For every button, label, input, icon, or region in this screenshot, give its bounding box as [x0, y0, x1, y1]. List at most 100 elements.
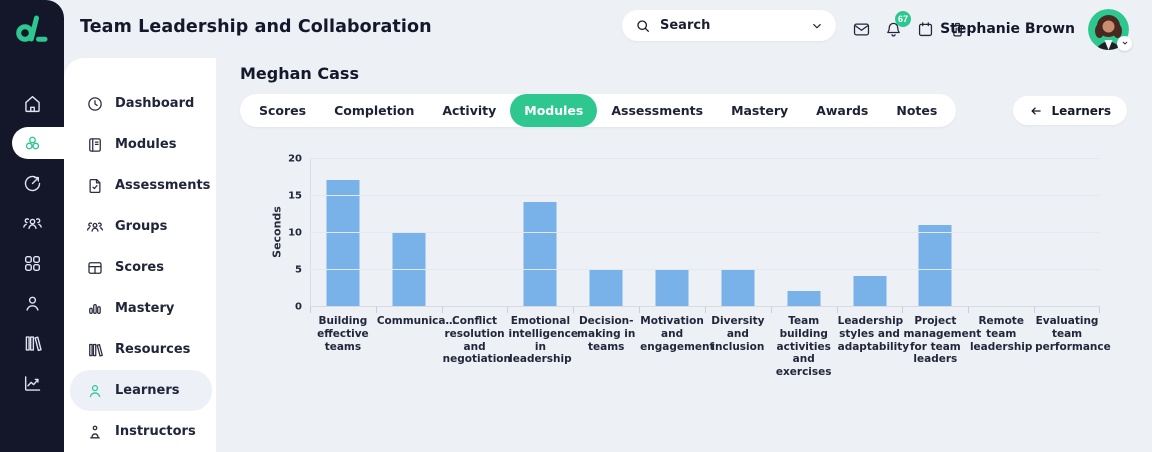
bar: [589, 269, 623, 306]
analytics-icon: [24, 375, 40, 391]
gridline: [310, 269, 1100, 270]
page-title: Team Leadership and Collaboration: [80, 17, 432, 37]
sidebar-item-groups[interactable]: Groups: [64, 206, 216, 247]
plot-area: Building effective teams Communica… Confli…: [310, 158, 1111, 378]
sidebar-item-label: Instructors: [115, 424, 196, 439]
back-to-learners-button[interactable]: Learners: [1013, 96, 1127, 125]
sidebar-item-scores[interactable]: Scores: [64, 247, 216, 288]
x-axis-tick: [836, 306, 838, 313]
tab-awards[interactable]: Awards: [802, 94, 882, 127]
sidebar-item-label: Assessments: [115, 178, 211, 193]
tab-completion[interactable]: Completion: [320, 94, 428, 127]
sidebar-item-label: Learners: [115, 383, 180, 398]
user-menu[interactable]: Stephanie Brown: [940, 0, 1132, 58]
gridline: [310, 232, 1100, 233]
sidebar-item-label: Dashboard: [115, 96, 195, 111]
search-input[interactable]: [660, 18, 810, 33]
sidebar-menu: Dashboard Modules Assessments Groups Scores M…: [64, 58, 216, 452]
sidebar-item-dashboard[interactable]: Dashboard: [64, 83, 216, 124]
x-axis-tick: [968, 306, 970, 313]
y-tick-label: 15: [288, 190, 302, 201]
category-label: Project management for team leaders: [903, 315, 982, 366]
x-axis-tick: [902, 306, 904, 313]
tab-assessments[interactable]: Assessments: [597, 94, 717, 127]
calendar-icon: [918, 21, 932, 36]
book-icon: [89, 137, 101, 152]
search-bar[interactable]: [622, 10, 836, 41]
x-axis-tick: [507, 306, 509, 313]
user-icon: [25, 296, 39, 311]
back-button-label: Learners: [1051, 103, 1111, 118]
x-axis-tick: [1098, 306, 1100, 313]
bar-column: Emotional intelligence in leadership: [507, 158, 578, 365]
bar-column: Decision-making in teams: [573, 158, 639, 353]
tab-modules[interactable]: Modules: [510, 94, 598, 127]
sidebar-item-modules[interactable]: Modules: [64, 124, 216, 165]
sidebar-item-learners[interactable]: Learners: [70, 370, 212, 411]
category-label: Diversity and inclusion: [711, 315, 765, 353]
user-chevron-down-icon[interactable]: [1117, 35, 1132, 51]
main-content: Meghan Cass Scores Completion Activity Modu…: [216, 58, 1152, 452]
rail-nav: [0, 83, 64, 403]
sidebar-item-label: Scores: [115, 260, 164, 275]
x-axis-tick: [441, 306, 443, 313]
tab-mastery[interactable]: Mastery: [717, 94, 802, 127]
x-axis-tick: [704, 306, 706, 313]
library-icon: [25, 335, 42, 351]
bar-column: Building effective teams: [310, 158, 376, 353]
category-label: Conflict resolution and negotiation: [442, 315, 511, 366]
bar-column: Diversity and inclusion: [704, 158, 771, 353]
category-label: Leadership styles and adaptability: [837, 315, 910, 353]
sidebar-item-assessments[interactable]: Assessments: [64, 165, 216, 206]
calendar-button[interactable]: [914, 15, 936, 43]
category-label: Team building activities and exercises: [775, 315, 832, 379]
rail-item-performance[interactable]: [0, 163, 64, 203]
sidebar-item-mastery[interactable]: Mastery: [64, 288, 216, 329]
category-label: Communica…: [376, 315, 456, 327]
bar-column: Leadership styles and adaptability: [836, 158, 909, 353]
rail-item-library[interactable]: [0, 323, 64, 363]
avatar[interactable]: [1088, 8, 1132, 51]
bar: [853, 276, 887, 306]
bar: [655, 269, 689, 306]
notifications-button[interactable]: 67: [882, 11, 911, 43]
chevron-down-icon: [813, 23, 821, 28]
tab-notes[interactable]: Notes: [882, 94, 951, 127]
bar-column: Project management for team leaders: [902, 158, 981, 365]
mail-button[interactable]: [850, 15, 872, 43]
header: Team Leadership and Collaboration 67 Ste…: [64, 0, 1152, 58]
header-icon-group: 67: [850, 11, 968, 43]
gridline: [310, 158, 1100, 159]
category-label: Evaluating team performance: [1035, 315, 1111, 353]
category-label: Emotional intelligence in leadership: [508, 315, 578, 366]
rail-item-home[interactable]: [0, 83, 64, 123]
bar: [326, 180, 360, 306]
rail-item-analytics[interactable]: [0, 363, 64, 403]
category-label: Decision-making in teams: [577, 315, 636, 353]
library-icon: [89, 343, 103, 357]
tab-activity[interactable]: Activity: [428, 94, 510, 127]
y-tick-label: 0: [295, 301, 302, 312]
rail-item-modules[interactable]: [0, 123, 64, 163]
bar-column: Team building activities and exercises: [770, 158, 837, 378]
app-logo[interactable]: [0, 0, 64, 58]
bar: [721, 269, 755, 306]
sidebar-item-label: Groups: [115, 219, 168, 234]
y-axis-ticks: 0 5 10 15 20: [240, 153, 302, 312]
sidebar-item-instructors[interactable]: Instructors: [64, 411, 216, 452]
rail-item-profile[interactable]: [0, 283, 64, 323]
category-label: Remote team leadership: [969, 315, 1033, 353]
tab-scores[interactable]: Scores: [245, 94, 320, 127]
search-dropdown-chevron-icon[interactable]: [810, 19, 824, 33]
trash-button[interactable]: [946, 15, 968, 43]
bar-columns: Building effective teams Communica… Confli…: [310, 158, 1111, 378]
rail-item-groups[interactable]: [0, 203, 64, 243]
learner-name-heading: Meghan Cass: [240, 64, 359, 83]
dashboard-icon: [88, 96, 102, 111]
bars-icon: [89, 303, 101, 314]
rail-item-apps[interactable]: [0, 243, 64, 283]
sidebar-item-resources[interactable]: Resources: [64, 329, 216, 370]
assessment-icon: [89, 178, 101, 193]
sidebar-item-label: Modules: [115, 137, 177, 152]
